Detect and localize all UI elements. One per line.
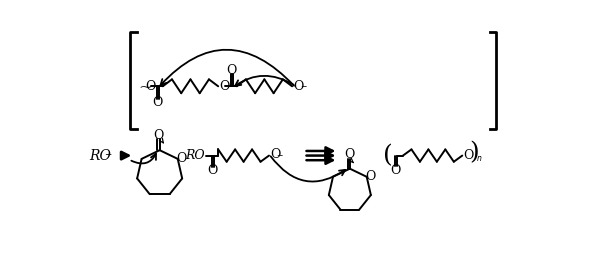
Text: $_n$: $_n$ (476, 154, 482, 164)
Text: O: O (152, 96, 163, 109)
Text: $^-$: $^-$ (299, 84, 308, 94)
Text: $^-$: $^-$ (275, 153, 284, 163)
Text: RO: RO (89, 149, 110, 163)
Text: $^-$: $^-$ (103, 151, 113, 164)
Text: O: O (463, 149, 473, 162)
Text: O: O (293, 80, 303, 93)
Text: O: O (219, 80, 229, 93)
Text: O: O (176, 152, 187, 166)
Text: O: O (154, 129, 164, 142)
Text: RO: RO (185, 149, 205, 162)
Text: (: ( (383, 144, 393, 167)
Text: O: O (226, 64, 236, 77)
Text: O: O (365, 170, 376, 183)
Text: O: O (344, 148, 354, 161)
Text: O: O (270, 148, 280, 161)
Text: O: O (390, 164, 400, 177)
Text: O: O (145, 80, 155, 93)
Text: O: O (208, 164, 218, 178)
Text: ~: ~ (138, 78, 152, 95)
Text: ): ) (469, 141, 479, 164)
